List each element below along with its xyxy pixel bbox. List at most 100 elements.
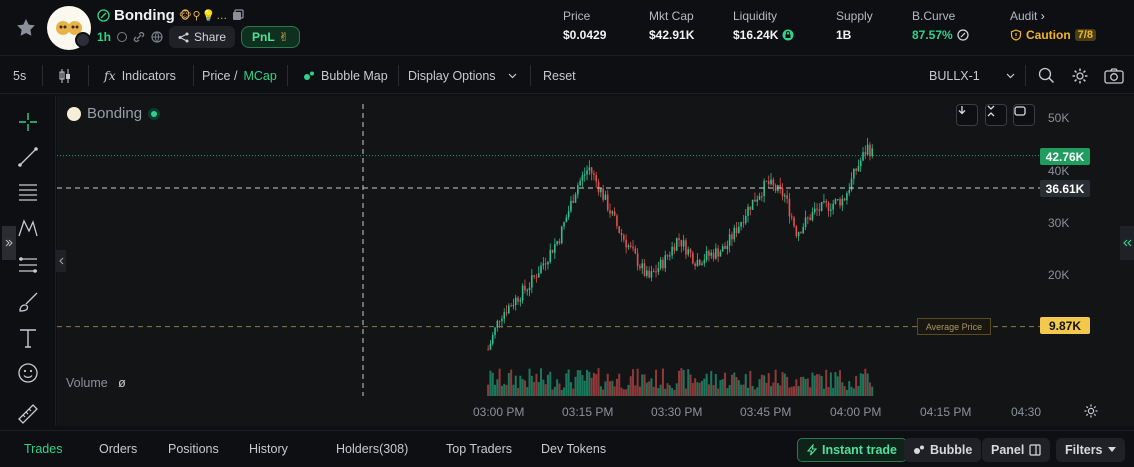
indicators-button[interactable]: 𝑓x Indicators	[104, 57, 176, 94]
token-avatar[interactable]	[47, 6, 91, 50]
tab-positions[interactable]: Positions	[168, 442, 219, 456]
candle-body	[528, 287, 531, 291]
stat-audit-label-row: Audit ›	[1010, 9, 1096, 23]
y-tick-label: 30K	[1048, 216, 1070, 230]
price-chart[interactable]: Bonding 50K 40K 30K 20K 42.76K 36.61K 9.…	[57, 96, 1134, 426]
screenshot-button[interactable]	[1104, 57, 1124, 94]
copy-icon[interactable]	[232, 9, 244, 21]
tab-history[interactable]: History	[249, 442, 288, 456]
candle-body	[820, 201, 823, 211]
bubble-map-button[interactable]: Bubble Map	[303, 57, 388, 94]
volume-bar	[544, 384, 547, 396]
zoom-button[interactable]	[1038, 57, 1055, 94]
candle-body	[834, 199, 837, 204]
volume-bar	[530, 375, 533, 396]
volume-bar	[788, 387, 791, 396]
filters-dropdown[interactable]: Filters	[1056, 438, 1125, 462]
settings-button[interactable]	[1071, 57, 1089, 94]
volume-bar	[560, 389, 563, 396]
collapse-button[interactable]	[985, 104, 1007, 126]
fib-tool[interactable]	[14, 251, 42, 279]
trend-line-tool[interactable]	[14, 143, 42, 171]
tab-top-traders[interactable]: Top Traders	[446, 442, 513, 456]
volume-bar	[588, 371, 591, 396]
search-icon[interactable]	[117, 32, 128, 42]
crosshair-tool[interactable]	[14, 108, 42, 136]
candle-body	[517, 297, 519, 302]
expand-left-toggle[interactable]	[2, 226, 16, 260]
volume-bar	[684, 388, 687, 396]
volume-bar	[629, 376, 632, 396]
y-tick-label: 40K	[1048, 164, 1070, 178]
tab-trades[interactable]: Trades	[24, 442, 63, 456]
interval-button[interactable]: 5s	[13, 57, 26, 94]
divider	[1025, 65, 1026, 86]
link-icon[interactable]	[133, 31, 145, 43]
horizontal-lines-tool[interactable]	[14, 178, 42, 206]
candle-type-button[interactable]	[58, 57, 72, 94]
price-mcap-toggle[interactable]: Price / MCap	[202, 57, 277, 94]
crosshair-price-tag: 36.61K	[1040, 180, 1090, 197]
reset-button[interactable]: Reset	[543, 57, 576, 94]
candle-body	[560, 226, 563, 244]
volume-bar	[735, 377, 738, 396]
volume-bar	[487, 384, 490, 396]
candle-body	[763, 180, 765, 197]
volume-bar	[696, 382, 699, 396]
website-globe-icon[interactable]	[151, 31, 163, 43]
brush-tool[interactable]	[14, 288, 42, 316]
fullscreen-button[interactable]	[1013, 104, 1035, 126]
candle-body	[639, 266, 641, 269]
stat-bcurve-value: 87.57%	[912, 28, 953, 42]
candle-body	[565, 217, 568, 223]
pnl-button[interactable]: PnL ✌	[241, 26, 300, 48]
candle-body	[738, 226, 740, 234]
price-toggle-label: Price /	[202, 68, 238, 83]
text-tool[interactable]	[14, 324, 42, 352]
panel-label: Panel	[991, 443, 1025, 457]
candle-body	[694, 263, 696, 267]
candle-body	[779, 184, 782, 189]
tab-dev-tokens[interactable]: Dev Tokens	[541, 442, 607, 456]
mcap-toggle-label: MCap	[243, 68, 277, 83]
exchange-dropdown[interactable]: BULLX-1	[929, 57, 1015, 94]
volume-bar	[707, 384, 710, 396]
collapse-toolbar-toggle[interactable]	[56, 250, 66, 272]
candle-body	[857, 166, 860, 171]
emoji-tool[interactable]	[14, 359, 42, 387]
instant-trade-button[interactable]: Instant trade	[797, 438, 908, 462]
candle-body	[551, 249, 554, 253]
stat-audit[interactable]: Audit › Caution 7/8	[1010, 9, 1096, 42]
expand-right-toggle[interactable]	[1120, 226, 1134, 260]
candle-body	[613, 211, 616, 216]
zoom-search-icon	[1038, 67, 1055, 84]
bubble-button[interactable]: Bubble	[904, 438, 982, 462]
scroll-to-latest-button[interactable]	[956, 104, 978, 126]
arrow-down-icon	[958, 106, 966, 115]
panel-button[interactable]: Panel	[982, 438, 1051, 462]
candle-body	[770, 179, 772, 185]
candle-body	[726, 245, 729, 249]
pattern-tool[interactable]	[14, 214, 42, 242]
favorite-star-icon[interactable]	[14, 16, 38, 40]
stat-price-value: $0.0429	[563, 28, 607, 42]
candle-body	[554, 244, 556, 253]
candle-body	[827, 202, 830, 211]
candle-body	[784, 195, 786, 197]
volume-bar	[714, 373, 717, 396]
display-options-dropdown[interactable]: Display Options	[408, 57, 517, 94]
volume-bar	[634, 385, 637, 396]
stat-supply: Supply 1B	[836, 9, 873, 42]
share-button[interactable]: Share	[169, 26, 236, 48]
tab-holders[interactable]: Holders(308)	[336, 442, 409, 456]
volume-bar	[857, 385, 860, 396]
chart-canvas[interactable]	[57, 96, 1134, 426]
divider	[287, 65, 288, 86]
fullscreen-icon	[1014, 106, 1026, 116]
chevron-left-icon	[59, 257, 64, 265]
tab-orders[interactable]: Orders	[99, 442, 138, 456]
volume-bar	[770, 386, 773, 396]
axis-settings-gear-icon[interactable]	[1083, 403, 1099, 419]
candle-body	[611, 211, 614, 214]
ruler-tool[interactable]	[14, 400, 42, 428]
